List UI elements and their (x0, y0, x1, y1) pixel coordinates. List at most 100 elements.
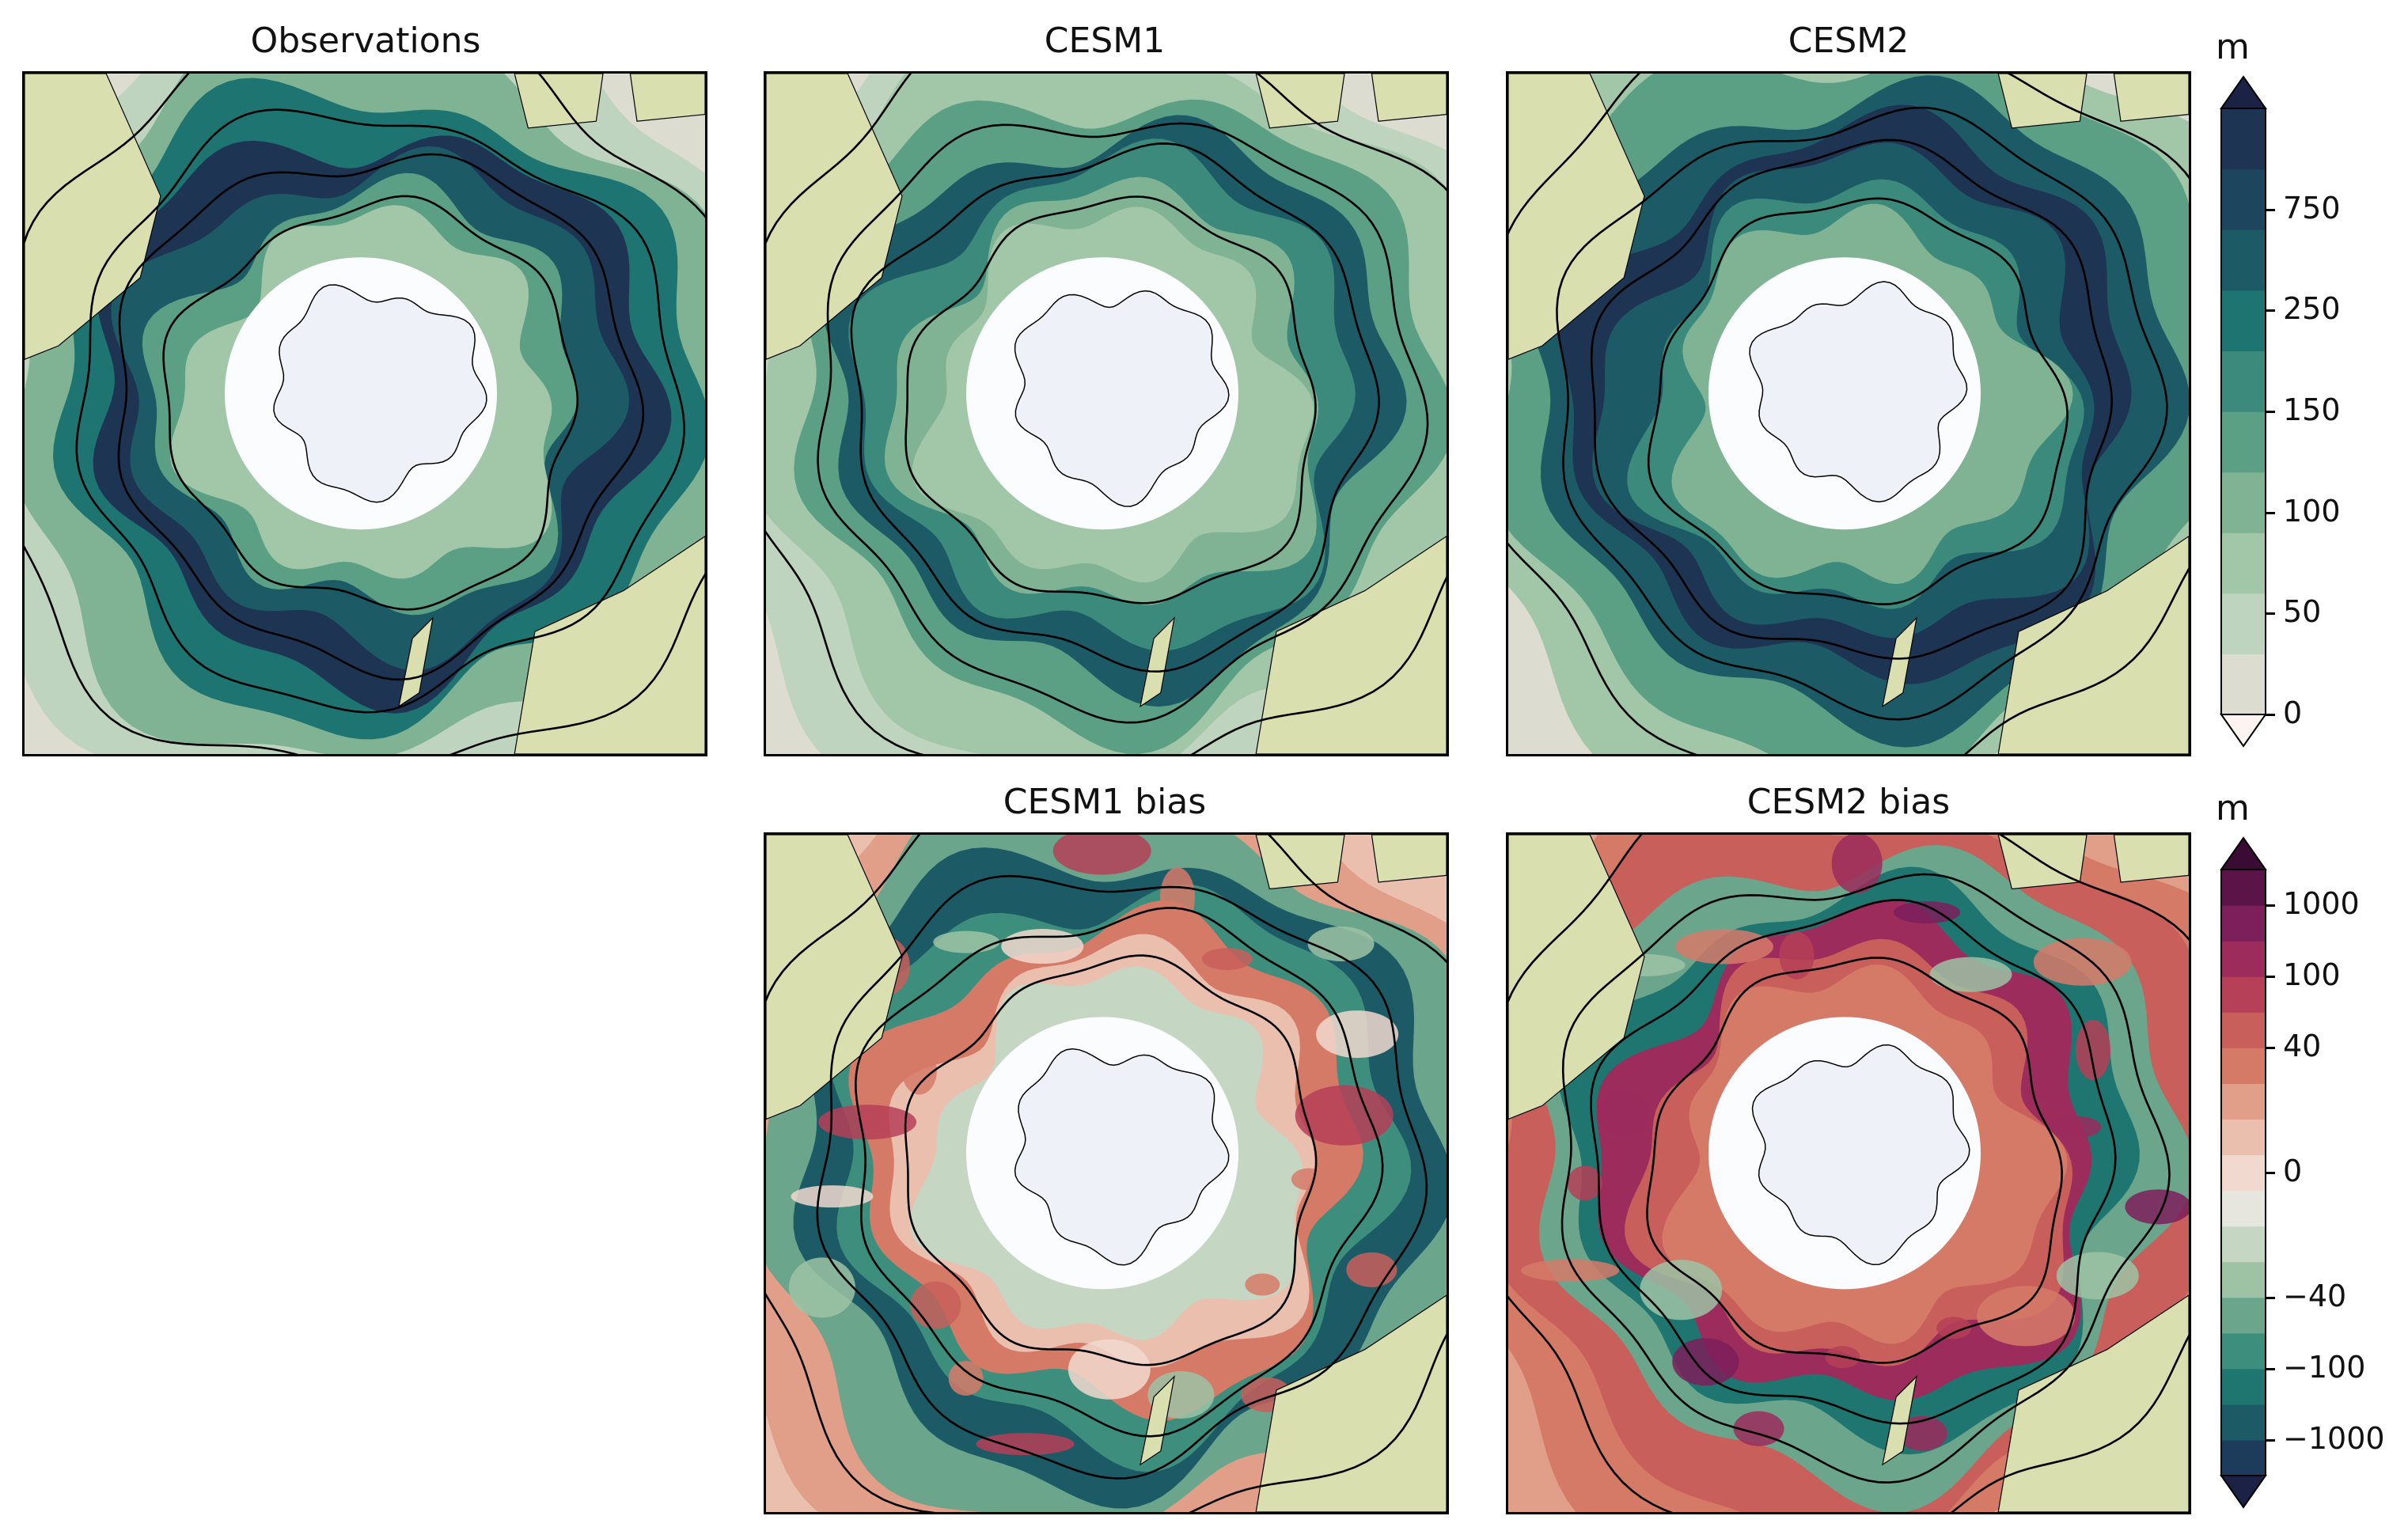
bias-patch (933, 930, 1000, 953)
colorbar-tick-label: 100 (2283, 957, 2341, 993)
colorbar-segment (2221, 1012, 2266, 1048)
australia-landmass (1997, 1294, 2189, 1512)
colorbar-bottom (2218, 836, 2269, 1509)
front-contour-line (25, 74, 705, 754)
new-zealand-landmass (1882, 616, 1917, 708)
colorbar-extend-min (2220, 1475, 2267, 1509)
colorbar-bottom-unit: m (2216, 788, 2250, 828)
colorbar-segment (2221, 1119, 2266, 1156)
colorbar-segment (2221, 1154, 2266, 1192)
colorbar-tick-label: −1000 (2283, 1420, 2385, 1456)
colorbar-segment (2221, 1261, 2266, 1298)
map-observations (22, 71, 707, 756)
colorbar-top (2218, 75, 2269, 748)
colorbar-segment (2221, 905, 2266, 942)
antarctica-landmass (1749, 281, 1968, 503)
new-zealand-landmass (1882, 1375, 1917, 1466)
colorbar-tick-label: 1000 (2283, 886, 2360, 922)
front-contour-line (766, 835, 1447, 1512)
map-cesm2-bias (1506, 832, 2191, 1514)
colorbar-tick-label: 50 (2283, 594, 2322, 630)
bias-patch (1291, 1168, 1326, 1191)
colorbar-extend-max (2220, 75, 2267, 109)
front-contour-line (816, 874, 1428, 1480)
bias-patch (910, 1281, 961, 1329)
bias-patch (1779, 931, 1815, 980)
colorbar-tick-label: −40 (2283, 1278, 2347, 1313)
colorbar-tick-mark (2266, 208, 2275, 211)
map-cesm2 (1506, 71, 2191, 756)
colorbar-segment (2221, 1048, 2266, 1084)
front-contour-line (1646, 957, 2063, 1364)
colorbar-tick-mark (2266, 1367, 2275, 1370)
colorbar-segment (2221, 290, 2266, 351)
colorbar-segment (2221, 941, 2266, 977)
colorbar-tick-label: 0 (2283, 1154, 2303, 1188)
colorbar-tick-label: −100 (2283, 1349, 2366, 1385)
bias-patch (901, 1047, 937, 1095)
panel-title-cesm1: CESM1 (1044, 21, 1166, 61)
map-cesm1 (764, 71, 1449, 756)
antarctica-landmass (273, 284, 487, 503)
australia-landmass (1255, 536, 1447, 754)
colorbar-tick-mark (2266, 411, 2275, 413)
colorbar-tick-mark (2266, 904, 2275, 908)
map-cesm2-bias-canvas (1508, 835, 2189, 1512)
colorbar-tick-label: 100 (2283, 493, 2341, 529)
colorbar-tick-mark (2266, 1047, 2275, 1050)
front-contour-line (904, 954, 1318, 1366)
bias-patch (1159, 867, 1195, 928)
bias-patch (1674, 929, 1773, 964)
bias-patch (1245, 1273, 1280, 1296)
south-america-landmass (1508, 74, 1645, 360)
bias-patch (1067, 1339, 1151, 1400)
front-contour-line (117, 153, 645, 681)
bias-patch (2050, 1116, 2102, 1139)
madagascar-landmass (2113, 74, 2189, 122)
bias-patch (1896, 1415, 1947, 1451)
australia-landmass (1255, 1294, 1447, 1512)
colorbar-tick-mark (2266, 309, 2275, 313)
africa-landmass (1997, 74, 2088, 129)
bias-patch (1672, 1338, 1739, 1386)
colorbar-segment (2221, 1226, 2266, 1263)
new-zealand-landmass (1140, 1375, 1175, 1466)
colorbar-extend-max (2220, 836, 2267, 870)
bias-patch (1598, 1090, 1649, 1138)
bias-patch (1977, 1286, 2076, 1347)
bias-patch (2125, 1189, 2189, 1225)
map-cesm1-bias-canvas (766, 835, 1447, 1512)
panel-title-cesm2: CESM2 (1788, 21, 1909, 61)
madagascar-landmass (629, 74, 705, 122)
map-cesm2-canvas (1508, 74, 2189, 754)
colorbar-segment (2221, 411, 2266, 473)
map-observations-canvas (25, 74, 705, 754)
bias-patch (1521, 1259, 1620, 1282)
colorbar-tick-label: 250 (2283, 291, 2341, 327)
colorbar-tick-mark (2266, 1438, 2275, 1442)
panel-title-observations: Observations (250, 21, 481, 61)
colorbar-segment (2221, 351, 2266, 412)
front-contour-line (1590, 138, 2113, 660)
new-zealand-landmass (1140, 616, 1175, 708)
panel-title-cesm2-bias: CESM2 bias (1746, 782, 1951, 822)
antarctica-landmass (1014, 1048, 1230, 1266)
colorbar-segment (2221, 532, 2266, 594)
front-contour-line (904, 195, 1317, 604)
bias-patch (791, 1185, 874, 1208)
front-contour-line (766, 74, 1447, 754)
colorbar-segment (2221, 654, 2266, 715)
front-contour-line (1590, 899, 2117, 1425)
colorbar-tick-mark (2266, 976, 2275, 979)
bias-patch (1567, 1165, 1602, 1201)
colorbar-segment (2221, 169, 2266, 230)
colorbar-tick-label: 0 (2283, 695, 2303, 730)
madagascar-landmass (1371, 835, 1447, 883)
africa-landmass (1255, 74, 1345, 129)
bias-patch (1307, 926, 1375, 961)
colorbar-tick-label: 40 (2283, 1029, 2322, 1064)
front-contour-line (162, 195, 579, 611)
colorbar-tick-mark (2266, 1172, 2275, 1174)
antarctica-landmass (1751, 1044, 1970, 1266)
front-contour-line (1647, 197, 2069, 606)
